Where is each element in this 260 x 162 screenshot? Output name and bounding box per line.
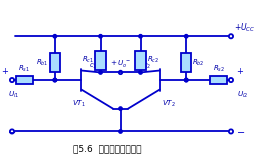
- Text: $c_2$: $c_2$: [143, 61, 152, 70]
- Bar: [16, 76, 33, 84]
- Text: $VT_2$: $VT_2$: [162, 99, 177, 109]
- Text: $+\,U_o^{\ -}$: $+\,U_o^{\ -}$: [110, 58, 131, 69]
- Text: $R_{s1}$: $R_{s1}$: [18, 64, 30, 74]
- Bar: [135, 51, 146, 69]
- Text: $R_{c2}$: $R_{c2}$: [147, 55, 159, 65]
- Circle shape: [119, 130, 122, 133]
- Circle shape: [119, 107, 122, 110]
- Text: $R_{c1}$: $R_{c1}$: [82, 55, 94, 65]
- Circle shape: [185, 78, 188, 82]
- Bar: [210, 76, 227, 84]
- Text: $c_1$: $c_1$: [89, 61, 98, 70]
- Bar: [50, 53, 60, 72]
- Bar: [95, 51, 106, 69]
- Text: 图5.6  基本差分放大电路: 图5.6 基本差分放大电路: [73, 144, 141, 153]
- Text: $+$: $+$: [1, 66, 9, 76]
- Circle shape: [139, 35, 142, 38]
- Text: $+$: $+$: [236, 66, 244, 76]
- Text: $-$: $-$: [236, 127, 245, 136]
- Text: $+U_{\mathit{CC}}$: $+U_{\mathit{CC}}$: [234, 22, 255, 34]
- Circle shape: [53, 78, 56, 82]
- Text: $-$: $-$: [7, 127, 16, 136]
- Text: $VT_1$: $VT_1$: [72, 99, 86, 109]
- Circle shape: [53, 78, 56, 82]
- Text: $U_{i2}$: $U_{i2}$: [237, 90, 248, 100]
- Text: $R_{b1}$: $R_{b1}$: [36, 58, 49, 68]
- Circle shape: [99, 35, 102, 38]
- Text: $U_{i1}$: $U_{i1}$: [8, 90, 20, 100]
- Circle shape: [139, 71, 142, 74]
- Circle shape: [185, 78, 188, 82]
- Circle shape: [53, 35, 56, 38]
- Text: $R_{s2}$: $R_{s2}$: [213, 64, 225, 74]
- Circle shape: [99, 71, 102, 74]
- Bar: [181, 53, 191, 72]
- Circle shape: [185, 35, 188, 38]
- Text: $R_{b2}$: $R_{b2}$: [192, 58, 205, 68]
